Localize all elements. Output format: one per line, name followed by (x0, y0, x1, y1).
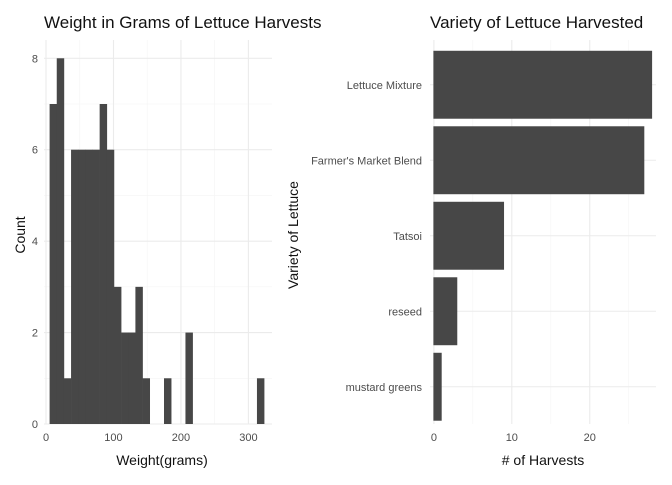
histogram-y-tick-label: 4 (32, 236, 38, 248)
bar-chart-category-label: Lettuce Mixture (347, 80, 422, 92)
bar-chart-y-axis-title: Variety of Lettuce (285, 181, 301, 289)
bar-chart-bar (433, 201, 505, 270)
bar-chart-tick-labels: 0 10 20 Lettuce Mixture Farmer's Market Blen… (311, 80, 596, 444)
bar-chart-bar (433, 126, 645, 195)
histogram-bar (63, 378, 72, 424)
histogram-y-tick-label: 6 (32, 145, 38, 157)
histogram-bar (256, 378, 265, 424)
bar-chart-x-tick-label: 20 (584, 432, 596, 444)
histogram-bar (128, 332, 136, 424)
histogram-bar (106, 149, 115, 424)
bar-chart-bars (433, 50, 653, 421)
histogram-bar (164, 378, 172, 424)
histogram-tick-labels: 0 100 200 300 0 2 4 6 8 (32, 53, 258, 444)
histogram-y-tick-label: 8 (32, 53, 38, 65)
histogram-y-tick-label: 0 (32, 419, 38, 431)
histogram-bars (49, 58, 265, 425)
bar-chart-category-label: Farmer's Market Blend (311, 155, 422, 167)
histogram-bar (142, 378, 151, 424)
bar-chart-bar (433, 352, 442, 421)
histogram-x-axis-title: Weight(grams) (116, 452, 208, 468)
bar-chart-category-label: mustard greens (346, 382, 423, 394)
histogram-bar (49, 104, 58, 424)
histogram-x-tick-label: 200 (172, 432, 190, 444)
histogram-bar (71, 149, 79, 424)
histogram-y-tick-label: 2 (32, 328, 38, 340)
histogram-bar (113, 286, 122, 424)
histogram-x-tick-label: 100 (104, 432, 122, 444)
bar-chart-category-label: Tatsoi (393, 231, 422, 243)
histogram-x-tick-label: 0 (43, 432, 49, 444)
histogram-bar (78, 149, 86, 424)
histogram-bar (85, 149, 93, 424)
bar-chart-bar (433, 50, 653, 119)
histogram-bar (99, 104, 108, 424)
bar-chart-x-tick-label: 10 (506, 432, 518, 444)
histogram-y-axis-title: Count (12, 216, 28, 253)
histogram-bar (56, 58, 65, 425)
histogram-title: Weight in Grams of Lettuce Harvests (44, 13, 321, 32)
bar-chart-category-label: reseed (388, 306, 422, 318)
histogram-bar (185, 332, 193, 424)
histogram-x-tick-label: 300 (239, 432, 257, 444)
histogram-bar (92, 149, 100, 424)
histogram-bar (121, 332, 129, 424)
bar-chart-x-axis-title: # of Harvests (502, 452, 584, 468)
bar-chart-title: Variety of Lettuce Harvested (430, 13, 643, 32)
bar-chart-x-tick-label: 0 (431, 432, 437, 444)
bar-chart-bar (433, 277, 458, 346)
histogram-bar (135, 286, 143, 424)
